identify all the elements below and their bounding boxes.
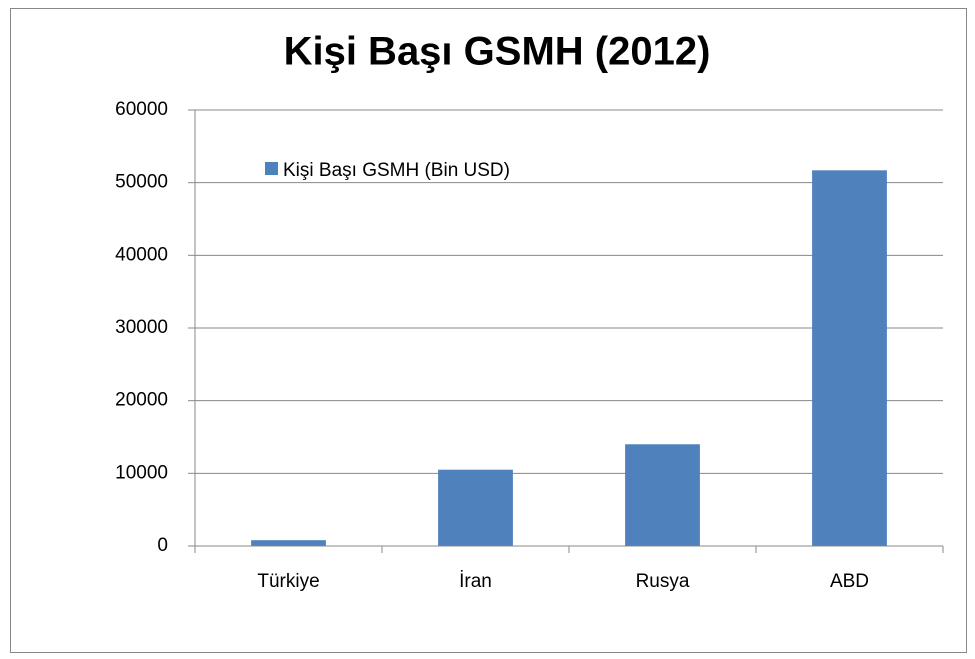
y-tick-label: 50000: [115, 172, 168, 193]
y-tick-label: 40000: [115, 244, 168, 265]
x-tick-label: ABD: [830, 571, 869, 592]
x-tick-label: İran: [459, 571, 492, 592]
x-tick-label: Türkiye: [257, 571, 319, 592]
legend-swatch: [265, 162, 278, 175]
y-tick-label: 30000: [115, 317, 168, 338]
y-tick-label: 0: [157, 535, 168, 556]
legend-label: Kişi Başı GSMH (Bin USD): [283, 160, 510, 181]
y-tick-label: 20000: [115, 390, 168, 411]
y-tick-label: 10000: [115, 462, 168, 483]
legend: Kişi Başı GSMH (Bin USD): [265, 158, 510, 183]
bar: [625, 444, 700, 546]
y-tick-label: 60000: [115, 99, 168, 120]
x-tick-label: Rusya: [636, 571, 690, 592]
bar: [438, 469, 513, 546]
bar: [251, 540, 326, 546]
chart-title: Kişi Başı GSMH (2012): [284, 30, 711, 74]
bar: [812, 170, 887, 546]
